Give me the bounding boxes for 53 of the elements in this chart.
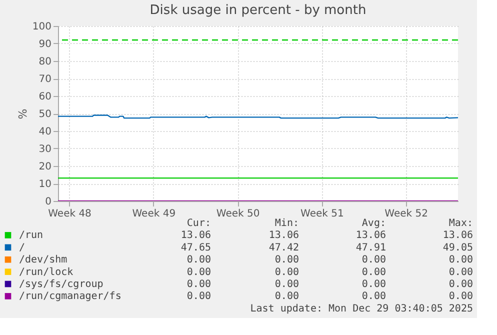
- y-tick-label: 40: [38, 126, 52, 138]
- x-tick-label: Week 48: [48, 208, 92, 220]
- text: 49.05: [442, 242, 473, 254]
- text: 13.06: [180, 230, 211, 242]
- chart-title: Disk usage in percent - by month: [150, 3, 366, 18]
- y-tick-label: 30: [38, 144, 52, 155]
- text: 0.00: [362, 266, 386, 278]
- y-tick-label: 90: [38, 39, 52, 50]
- x-tick-label: Week 52: [384, 208, 428, 220]
- text: Min:: [274, 218, 299, 229]
- y-tick-label: 0: [45, 196, 52, 208]
- text: 47.91: [356, 242, 386, 254]
- y-tick-label: 10: [38, 179, 52, 190]
- y-tick-label: 20: [38, 162, 52, 172]
- y-tick-label: 80: [38, 56, 52, 68]
- x-tick-label: Week 49: [132, 208, 176, 220]
- y-tick-label: 50: [38, 109, 52, 120]
- text: Max:: [448, 218, 473, 229]
- text: 0.00: [362, 254, 386, 266]
- x-tick-label: Week 51: [300, 208, 344, 220]
- y-tick-label: 60: [38, 92, 52, 102]
- legend-label: /: [19, 242, 26, 254]
- text: Avg:: [362, 218, 386, 229]
- text: 0.00: [274, 254, 299, 266]
- text: 0.00: [362, 279, 386, 290]
- text: 0.00: [186, 291, 211, 302]
- text: 0.00: [362, 291, 386, 302]
- text: 13.06: [442, 230, 473, 242]
- y-tick-label: 100: [32, 22, 52, 32]
- text: 0.00: [186, 279, 211, 290]
- legend-label: /run/lock: [19, 266, 74, 278]
- text: 13.06: [268, 230, 299, 242]
- text: 0.00: [448, 266, 473, 278]
- text: Last update: Mon Dec 29 03:40:05 2025: [250, 303, 473, 314]
- text: 0.00: [448, 254, 473, 266]
- y-tick-label: 70: [38, 74, 52, 85]
- legend-label: /run: [19, 230, 44, 242]
- legend-label: /dev/shm: [19, 254, 68, 266]
- text: Cur:: [186, 218, 211, 229]
- text: 0.00: [186, 266, 211, 278]
- text: 0.00: [186, 254, 211, 266]
- text: 0.00: [448, 291, 473, 302]
- y-axis-title: %: [16, 108, 30, 120]
- text: 0.00: [274, 291, 299, 302]
- text: 0.00: [448, 279, 473, 290]
- text: 0.00: [274, 266, 299, 278]
- text: 0.00: [274, 279, 299, 290]
- legend-label: /run/cgmanager/fs: [19, 291, 122, 302]
- text: 47.65: [180, 242, 211, 254]
- text: 13.06: [356, 230, 386, 242]
- x-tick-label: Week 50: [216, 208, 260, 220]
- text: 47.42: [268, 242, 299, 254]
- legend-label: /sys/fs/cgroup: [19, 279, 104, 290]
